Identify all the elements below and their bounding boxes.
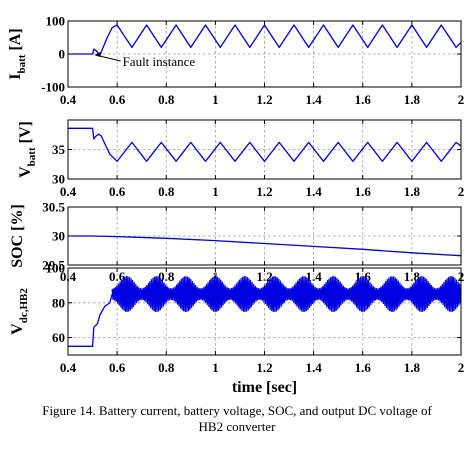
y-tick-label: 60 xyxy=(52,330,65,345)
caption-line-2: HB2 converter xyxy=(198,419,276,434)
x-axis-label: time [sec] xyxy=(232,379,297,396)
x-tick-label: 0.8 xyxy=(158,360,175,375)
y-tick-label: 100 xyxy=(46,14,66,29)
y-axis-label-vdc: Vdc,HB2 xyxy=(9,288,30,335)
x-tick-label: 1 xyxy=(212,92,219,107)
caption-line-1: Figure 14. Battery current, battery volt… xyxy=(42,403,432,418)
y-tick-label: 80 xyxy=(52,295,65,310)
x-tick-label: 1.4 xyxy=(306,360,323,375)
x-tick-label: 2 xyxy=(458,184,465,199)
x-tick-label: 0.6 xyxy=(109,360,126,375)
x-tick-label: 1.6 xyxy=(355,360,372,375)
x-tick-label: 1.8 xyxy=(404,360,421,375)
y-tick-label: 100 xyxy=(46,261,66,276)
series-line-soc xyxy=(68,235,462,257)
x-tick-label: 0.6 xyxy=(109,92,126,107)
y-axis-label-ibatt: Ibatt [A] xyxy=(7,28,28,79)
axes-frame-vdc xyxy=(67,267,462,356)
axes-frame-ibatt xyxy=(67,20,462,88)
x-tick-label: 1.2 xyxy=(256,92,272,107)
y-tick-label: 30 xyxy=(52,229,65,244)
y-tick-label: 0 xyxy=(59,47,66,62)
series-ripple-vdc xyxy=(111,276,462,313)
x-tick-label: 0.4 xyxy=(60,92,77,107)
y-tick-label: 30 xyxy=(52,172,65,187)
x-tick-label: 1.8 xyxy=(404,184,421,199)
x-tick-label: 0.4 xyxy=(60,360,77,375)
series-line-ibatt xyxy=(68,24,462,57)
annotation-arrowhead xyxy=(94,52,101,57)
axes-frame-vbatt xyxy=(67,119,462,180)
x-tick-label: 1.4 xyxy=(306,269,323,284)
x-tick-label: 1.4 xyxy=(306,184,323,199)
y-tick-label: 29.5 xyxy=(42,258,65,273)
x-tick-label: 0.6 xyxy=(109,184,126,199)
x-tick-label: 1.2 xyxy=(256,360,272,375)
x-tick-label: 1.8 xyxy=(404,269,421,284)
x-tick-label: 0.8 xyxy=(158,92,175,107)
x-tick-label: 1.6 xyxy=(355,92,372,107)
figure-caption: Figure 14. Battery current, battery volt… xyxy=(0,403,474,435)
x-tick-label: 1.6 xyxy=(355,184,372,199)
x-tick-label: 1 xyxy=(212,360,219,375)
x-tick-label: 1.2 xyxy=(256,184,272,199)
x-tick-label: 2 xyxy=(458,92,465,107)
x-tick-label: 0.4 xyxy=(60,184,77,199)
y-axis-label-soc: SOC [%] xyxy=(9,204,26,268)
x-tick-label: 0.8 xyxy=(158,184,175,199)
x-tick-label: 1 xyxy=(212,269,219,284)
y-axis-label-vbatt: Vbatt [V] xyxy=(17,121,38,178)
x-tick-label: 1.8 xyxy=(404,92,421,107)
x-tick-label: 2 xyxy=(458,360,465,375)
x-tick-label: 0.8 xyxy=(158,269,175,284)
axes-frame-soc xyxy=(67,206,462,266)
y-tick-label: -100 xyxy=(41,80,65,95)
series-line-vdc xyxy=(68,293,113,347)
x-tick-label: 1.2 xyxy=(256,269,272,284)
annotation-label: Fault instance xyxy=(123,54,196,69)
series-line-vbatt xyxy=(68,127,462,162)
x-tick-label: 1 xyxy=(212,184,219,199)
y-tick-label: 30.5 xyxy=(42,200,65,215)
x-tick-label: 1.4 xyxy=(306,92,323,107)
y-tick-label: 35 xyxy=(52,142,66,157)
